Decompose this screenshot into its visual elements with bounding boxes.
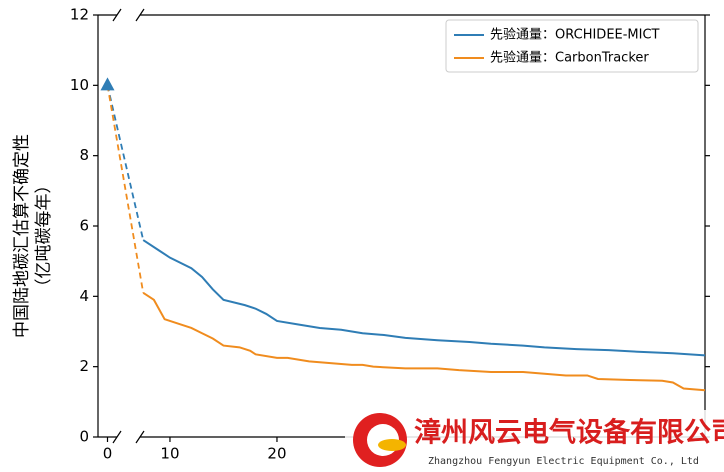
watermark-logo-cloud <box>378 439 406 451</box>
y-tick-label: 12 <box>70 6 89 24</box>
line <box>142 239 706 357</box>
x-tick-label: 20 <box>267 445 286 463</box>
x-tick-label: 10 <box>160 445 179 463</box>
y-tick-label: 6 <box>79 217 89 235</box>
line <box>142 291 706 392</box>
axis-break <box>112 8 122 22</box>
legend-label: 先验通量：CarbonTracker <box>490 50 649 66</box>
x-tick-label: 0 <box>103 445 113 463</box>
axis-break <box>135 430 145 444</box>
y-tick-label: 4 <box>79 287 89 305</box>
axis-break <box>135 8 145 22</box>
y-tick-label: 10 <box>70 76 89 94</box>
y-tick-label: 2 <box>79 357 89 375</box>
dashed-link <box>106 85 145 293</box>
y-label: 中国陆地碳汇估算不确定性 <box>12 134 32 338</box>
legend-label: 先验通量：ORCHIDEE-MICT <box>490 27 660 43</box>
y-label: （亿吨碳每年） <box>34 177 54 296</box>
watermark-subtitle: Zhangzhou Fengyun Electric Equipment Co.… <box>428 456 699 467</box>
watermark-title: 漳州风云电气设备有限公司 <box>414 417 724 449</box>
watermark-bg <box>345 410 724 472</box>
y-tick-label: 0 <box>79 428 89 446</box>
legend-box <box>445 19 699 73</box>
dashed-link <box>106 85 145 241</box>
start-marker <box>100 77 115 91</box>
axis-break <box>112 430 122 444</box>
y-tick-label: 8 <box>79 146 89 164</box>
